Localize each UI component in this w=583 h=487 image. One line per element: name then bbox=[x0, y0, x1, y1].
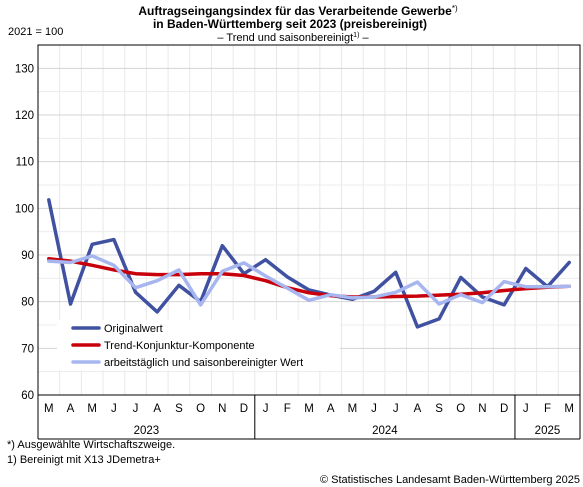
series-line-2 bbox=[47, 256, 571, 299]
series-line-1 bbox=[47, 198, 571, 329]
x-tick-label: M bbox=[44, 403, 54, 415]
grid bbox=[38, 45, 580, 395]
legend: Originalwert Trend-Konjunktur-Komponente a… bbox=[57, 320, 340, 370]
x-tick-label: S bbox=[435, 403, 443, 415]
x-tick-label: A bbox=[414, 403, 422, 415]
x-tick-label: J bbox=[263, 403, 269, 415]
y-tick-label: 80 bbox=[21, 297, 34, 309]
x-tick-label: A bbox=[327, 403, 335, 415]
legend-box bbox=[57, 320, 340, 370]
chart-title-line2: in Baden-Württemberg seit 2023 (preisber… bbox=[153, 17, 427, 31]
series-lines bbox=[47, 198, 571, 329]
x-year-label: 2023 bbox=[134, 425, 160, 437]
legend-label: arbeitstäglich und saisonbereinigter Wer… bbox=[104, 357, 303, 369]
y-tick-label: 90 bbox=[21, 250, 34, 262]
x-year-label: 2025 bbox=[535, 425, 561, 437]
x-tick-label: S bbox=[175, 403, 183, 415]
x-tick-label: J bbox=[393, 403, 399, 415]
plot-area-border bbox=[37, 44, 581, 396]
x-tick-label: M bbox=[87, 403, 97, 415]
copyright: © Statistisches Landesamt Baden-Württemb… bbox=[320, 474, 580, 486]
plot-frame bbox=[37, 44, 581, 396]
chart-title-line1: Auftragseingangsindex für das Verarbeite… bbox=[138, 4, 458, 18]
y-axis: 60 70 80 90 100 110 120 130 bbox=[15, 63, 34, 402]
legend-label: Originalwert bbox=[104, 323, 163, 335]
x-tick-label: J bbox=[371, 403, 377, 415]
x-tick-label: M bbox=[304, 403, 314, 415]
x-year-label: 2024 bbox=[372, 425, 398, 437]
series-line-3 bbox=[47, 254, 571, 307]
y-tick-label: 60 bbox=[21, 390, 34, 402]
chart-subtitle: – Trend und saisonbereinigt1) – bbox=[217, 32, 369, 44]
x-tick-label: A bbox=[67, 403, 75, 415]
x-tick-label: O bbox=[196, 403, 205, 415]
footnote-2: 1) Bereinigt mit X13 JDemetra+ bbox=[7, 454, 161, 466]
x-tick-label: J bbox=[133, 403, 139, 415]
y-axis-label: 2021 = 100 bbox=[8, 26, 63, 38]
footnote-1: *) Ausgewählte Wirtschaftszweige. bbox=[7, 439, 175, 451]
x-tick-label: M bbox=[564, 403, 574, 415]
x-tick-label: F bbox=[544, 403, 551, 415]
x-tick-label: O bbox=[456, 403, 465, 415]
x-tick-label: J bbox=[523, 403, 529, 415]
y-tick-label: 100 bbox=[15, 203, 34, 215]
legend-label: Trend-Konjunktur-Komponente bbox=[104, 340, 255, 352]
y-tick-label: 120 bbox=[15, 110, 34, 122]
x-tick-label: D bbox=[240, 403, 248, 415]
x-tick-label: F bbox=[284, 403, 291, 415]
x-tick-label: J bbox=[111, 403, 117, 415]
y-tick-label: 70 bbox=[21, 343, 34, 355]
x-tick-label: N bbox=[218, 403, 226, 415]
x-tick-label: M bbox=[348, 403, 358, 415]
x-tick-label: A bbox=[153, 403, 161, 415]
y-tick-label: 110 bbox=[16, 157, 34, 169]
x-tick-label: N bbox=[478, 403, 486, 415]
x-tick-label: D bbox=[500, 403, 508, 415]
y-tick-label: 130 bbox=[15, 63, 34, 75]
